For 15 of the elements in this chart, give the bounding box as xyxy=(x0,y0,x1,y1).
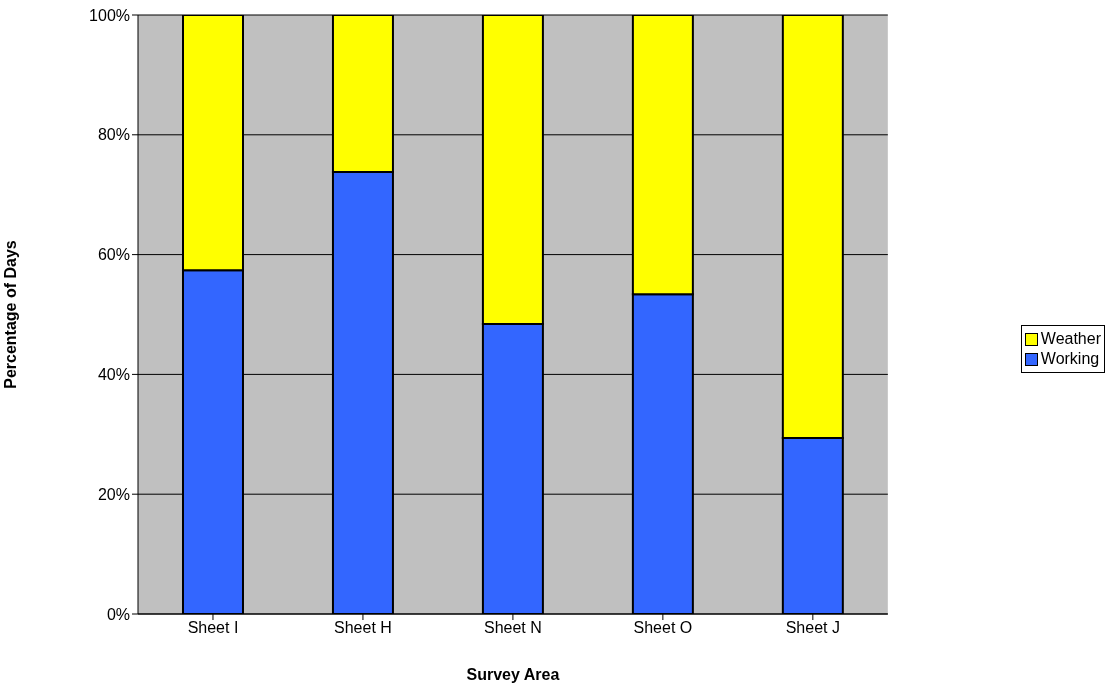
y-tick-label: 40% xyxy=(97,366,130,384)
legend-label: Working xyxy=(1040,350,1100,368)
y-tick-label: 100% xyxy=(89,6,130,24)
x-tick-label: Sheet I xyxy=(187,619,239,637)
x-tick-label: Sheet J xyxy=(785,619,840,637)
legend-label: Weather xyxy=(1040,330,1101,348)
x-axis-title: Survey Area xyxy=(466,666,560,683)
y-tick-label: 80% xyxy=(97,126,130,144)
y-tick-label: 0% xyxy=(106,605,130,623)
y-axis-title: Percentage of Days xyxy=(1,240,19,389)
x-tick-label: Sheet O xyxy=(633,619,693,637)
y-tick-label: 60% xyxy=(97,246,130,264)
x-tick-label: Sheet H xyxy=(334,619,392,637)
x-tick-label: Sheet N xyxy=(484,619,542,637)
y-tick-label: 20% xyxy=(97,485,130,503)
